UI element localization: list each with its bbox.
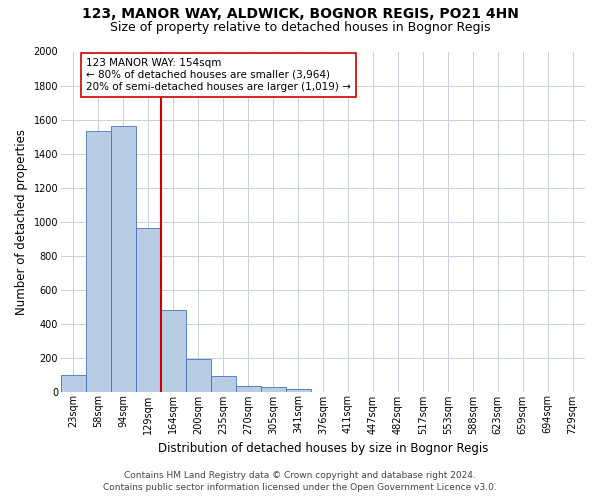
Bar [86,132,111,392]
Text: Size of property relative to detached houses in Bognor Regis: Size of property relative to detached ho… [110,21,490,34]
Bar [286,389,311,392]
Bar [111,126,136,392]
Bar [236,386,260,392]
Bar [260,388,286,392]
Bar [136,228,161,392]
Bar [186,359,211,392]
Bar [161,310,186,392]
Bar [61,374,86,392]
Text: 123 MANOR WAY: 154sqm
← 80% of detached houses are smaller (3,964)
20% of semi-d: 123 MANOR WAY: 154sqm ← 80% of detached … [86,58,351,92]
Text: Contains HM Land Registry data © Crown copyright and database right 2024.
Contai: Contains HM Land Registry data © Crown c… [103,471,497,492]
X-axis label: Distribution of detached houses by size in Bognor Regis: Distribution of detached houses by size … [158,442,488,455]
Text: 123, MANOR WAY, ALDWICK, BOGNOR REGIS, PO21 4HN: 123, MANOR WAY, ALDWICK, BOGNOR REGIS, P… [82,8,518,22]
Bar [211,376,236,392]
Y-axis label: Number of detached properties: Number of detached properties [15,128,28,314]
